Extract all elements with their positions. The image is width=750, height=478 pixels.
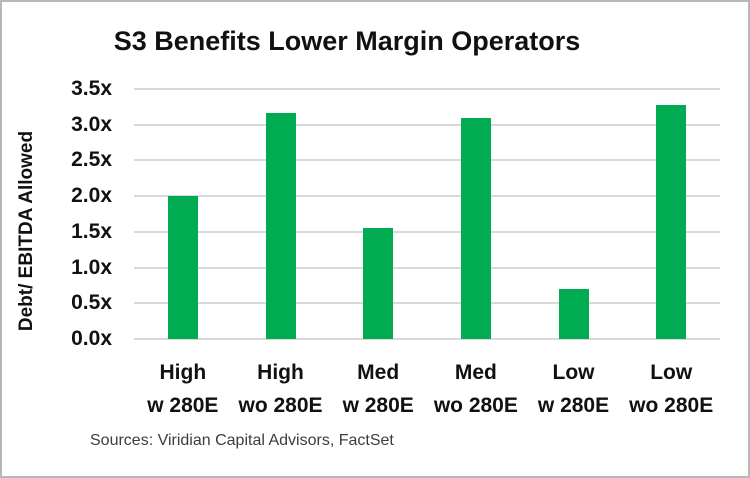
y-tick-label: 1.5x bbox=[71, 219, 112, 243]
bar-low-wo-280e bbox=[656, 104, 687, 339]
y-tick-label: 3.0x bbox=[71, 112, 112, 136]
x-category-label-line1: Low bbox=[552, 361, 595, 384]
x-category-label: High w 280E bbox=[134, 356, 232, 422]
chart-title: S3 Benefits Lower Margin Operators bbox=[113, 26, 581, 56]
bar-med-w-280e bbox=[363, 228, 394, 339]
x-category-label: Low w 280E bbox=[525, 356, 623, 422]
y-tick-label: 1.0x bbox=[71, 255, 112, 279]
x-category-label-line1: High bbox=[159, 361, 207, 384]
y-tick-label: 2.0x bbox=[71, 184, 112, 208]
y-axis-tick-labels: 0.0x 0.5x 1.0x 1.5x 2.0x 2.5x 3.0x 3.5x bbox=[2, 77, 114, 350]
gridline bbox=[134, 159, 720, 162]
x-category-label-line1: Low bbox=[650, 361, 693, 384]
gridline bbox=[134, 195, 720, 198]
bar-high-w-280e bbox=[167, 196, 198, 339]
gridline bbox=[134, 302, 720, 305]
x-category-label-line2: w 280E bbox=[342, 394, 414, 417]
x-category-label: Low wo 280E bbox=[622, 356, 720, 422]
x-category-label-line2: w 280E bbox=[537, 394, 610, 417]
bar-high-wo-280e bbox=[265, 112, 296, 339]
x-category-label: High wo 280E bbox=[232, 356, 330, 422]
bar-low-w-280e bbox=[558, 289, 589, 339]
source-note: Sources: Viridian Capital Advisors, Fact… bbox=[90, 432, 394, 449]
x-category-label-line1: Med bbox=[357, 361, 400, 384]
bar-med-wo-280e bbox=[460, 117, 491, 339]
x-category-label-line2: wo 280E bbox=[629, 394, 714, 417]
gridline bbox=[134, 230, 720, 233]
y-tick-label: 0.5x bbox=[71, 291, 112, 315]
x-category-label: Med w 280E bbox=[329, 356, 427, 422]
x-axis-category-labels: High w 280E High wo 280E Med w 280E Med wo 280E… bbox=[134, 356, 720, 422]
x-category-label-line1: High bbox=[257, 361, 304, 384]
x-category-label-line2: wo 280E bbox=[238, 394, 323, 417]
y-tick-label: 2.5x bbox=[71, 148, 112, 172]
gridline bbox=[134, 88, 720, 90]
gridline bbox=[134, 338, 720, 340]
x-category-label-line2: w 280E bbox=[147, 394, 219, 417]
gridline bbox=[134, 266, 720, 269]
x-category-label-line2: wo 280E bbox=[433, 394, 518, 417]
x-category-label-line1: Med bbox=[454, 361, 497, 384]
y-tick-label: 0.0x bbox=[71, 327, 112, 350]
x-category-label: Med wo 280E bbox=[427, 356, 525, 422]
gridline bbox=[134, 123, 720, 126]
y-tick-label: 3.5x bbox=[71, 77, 112, 100]
plot-area bbox=[134, 88, 720, 340]
